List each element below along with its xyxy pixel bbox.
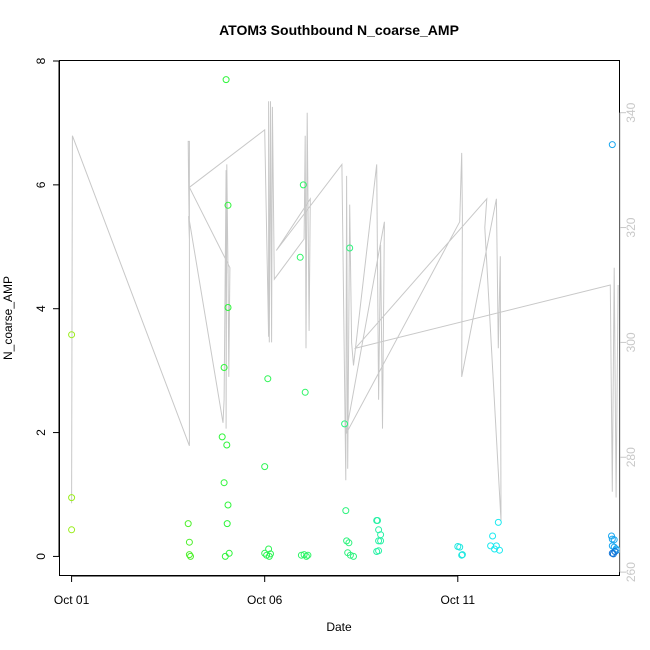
x-tick-label: Oct 11 <box>441 593 476 607</box>
data-point <box>301 388 309 396</box>
data-point <box>458 551 466 559</box>
y2-tick-label: 280 <box>624 447 638 467</box>
data-point <box>184 520 192 528</box>
series-line-0 <box>71 101 619 521</box>
data-point <box>304 551 312 559</box>
data-point <box>264 375 272 383</box>
y-tick-label: 4 <box>34 305 48 312</box>
temperature-series <box>71 101 619 521</box>
data-point <box>223 520 231 528</box>
data-point <box>374 517 381 524</box>
y-tick-label: 6 <box>34 181 48 188</box>
data-point <box>377 537 385 545</box>
data-point <box>611 548 619 555</box>
data-point <box>185 551 193 559</box>
data-point <box>296 253 304 261</box>
data-point <box>187 552 194 560</box>
data-point <box>220 364 228 371</box>
data-point <box>224 501 232 509</box>
data-point <box>375 537 383 545</box>
y-axis-label: N_coarse_AMP <box>1 276 15 360</box>
x-tick-label: Oct 01 <box>54 593 90 607</box>
data-point <box>345 539 353 547</box>
data-point <box>456 543 464 551</box>
data-point <box>225 549 233 557</box>
plot-frame <box>59 60 620 576</box>
data-point <box>185 538 193 546</box>
data-point <box>341 420 349 428</box>
data-point <box>223 441 231 449</box>
x-tick-label: Oct 06 <box>247 593 283 607</box>
data-point <box>300 551 308 559</box>
data-point <box>222 76 230 84</box>
data-point <box>608 141 616 149</box>
y2-tick-label: 320 <box>624 217 638 237</box>
y-axis: 0 2 4 6 8 <box>34 57 60 560</box>
data-point <box>342 507 350 515</box>
data-point <box>610 536 618 544</box>
data-points <box>68 76 621 560</box>
y-tick-label: 8 <box>34 57 48 64</box>
data-point <box>299 181 307 189</box>
data-point <box>346 551 354 559</box>
data-point <box>261 463 269 471</box>
data-point <box>302 552 310 560</box>
data-point <box>218 433 226 441</box>
y2-axis: 260 280 300 320 340 <box>619 102 638 582</box>
data-point <box>375 547 383 555</box>
data-point <box>224 304 232 311</box>
y2-tick-label: 260 <box>624 562 638 582</box>
chart-title: ATOM3 Southbound N_coarse_AMP <box>219 22 459 38</box>
data-point <box>220 479 228 487</box>
data-point <box>221 552 229 560</box>
data-point <box>68 526 76 534</box>
data-point <box>267 550 274 558</box>
y2-tick-label: 300 <box>624 332 638 352</box>
data-point <box>346 244 354 252</box>
data-point <box>489 532 497 540</box>
data-point <box>343 537 351 545</box>
data-point <box>487 542 495 550</box>
data-point <box>68 494 76 502</box>
data-point <box>350 552 357 560</box>
data-point <box>68 331 76 339</box>
x-axis: Oct 01 Oct 06 Oct 11 <box>54 575 476 607</box>
data-point <box>458 551 466 559</box>
x-axis-label: Date <box>326 620 352 634</box>
y-tick-label: 2 <box>34 429 48 436</box>
y2-tick-label: 340 <box>624 102 638 122</box>
data-point <box>224 201 232 209</box>
y-tick-label: 0 <box>34 553 48 560</box>
data-point <box>496 546 503 554</box>
data-point <box>494 518 502 526</box>
